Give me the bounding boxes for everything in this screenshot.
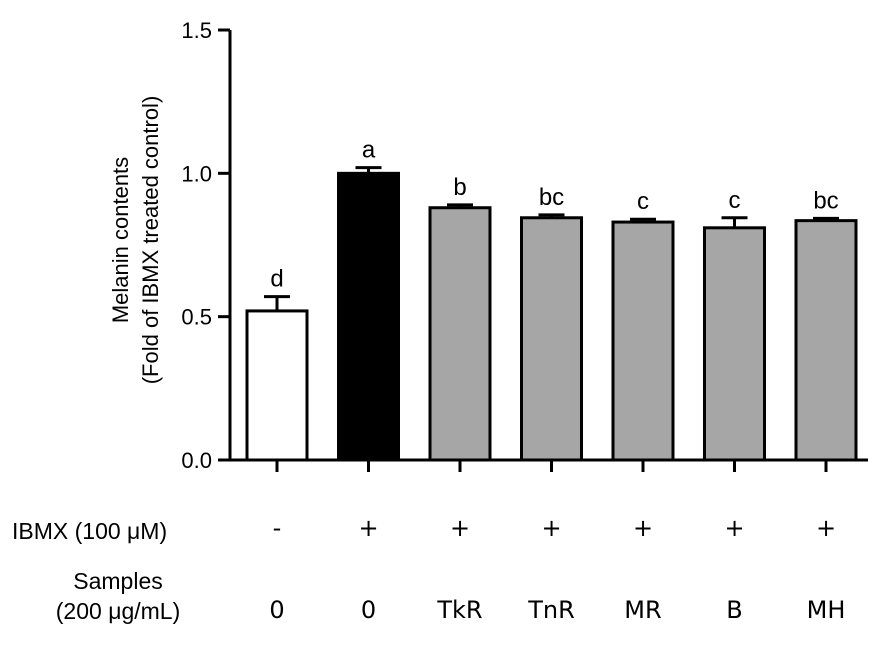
y-axis-title-line-2: (Fold of IBMX treated control) — [138, 96, 163, 385]
x-axis — [230, 458, 868, 472]
y-axis: 0.0 0.5 1.0 1.5 — [181, 18, 232, 473]
sample-value: TnR — [528, 596, 575, 624]
sample-value: MH — [806, 596, 846, 624]
bar — [245, 309, 309, 462]
ibmx-value: + — [724, 514, 745, 542]
samples-row-label-line-2: (200 μg/mL) — [55, 598, 181, 624]
significance-label: c — [729, 187, 741, 214]
bars: d a b bc c c bc — [245, 137, 858, 462]
significance-label: a — [362, 137, 376, 164]
y-tick-label: 1.5 — [181, 18, 212, 43]
y-tick-label: 0.0 — [181, 448, 212, 473]
significance-label: bc — [813, 187, 838, 214]
ibmx-value: + — [815, 514, 837, 542]
bar — [611, 220, 675, 462]
significance-label: bc — [539, 184, 564, 211]
significance-label: d — [270, 266, 283, 293]
y-axis-title-line-1: Melanin contents — [108, 157, 133, 323]
y-axis-title: Melanin contents (Fold of IBMX treated c… — [108, 96, 163, 385]
samples-row-label: Samples (200 μg/mL) — [8, 566, 228, 626]
significance-label: b — [453, 174, 466, 201]
ibmx-value: + — [632, 514, 654, 542]
bar-chart: 0.0 0.5 1.0 1.5 d a b bc c c bc Melanin contents … — [108, 18, 868, 473]
ibmx-value: + — [358, 514, 379, 542]
bar — [520, 216, 583, 462]
ibmx-value: - — [272, 514, 282, 542]
sample-value: 0 — [269, 596, 285, 624]
bar — [337, 171, 400, 462]
sample-value: B — [726, 596, 743, 624]
samples-row-label-line-1: Samples — [73, 568, 163, 594]
bar — [794, 219, 858, 462]
y-tick-label: 1.0 — [181, 161, 212, 186]
sample-value: TkR — [437, 596, 483, 624]
bar — [428, 206, 492, 462]
significance-label: c — [637, 188, 649, 215]
ibmx-value: + — [541, 514, 562, 542]
ibmx-row-label: IBMX (100 μM) — [12, 518, 168, 544]
bar — [703, 226, 766, 462]
ibmx-value: + — [449, 514, 471, 542]
y-tick-label: 0.5 — [181, 305, 212, 330]
sample-value: MR — [624, 596, 662, 624]
sample-value: 0 — [360, 596, 377, 624]
